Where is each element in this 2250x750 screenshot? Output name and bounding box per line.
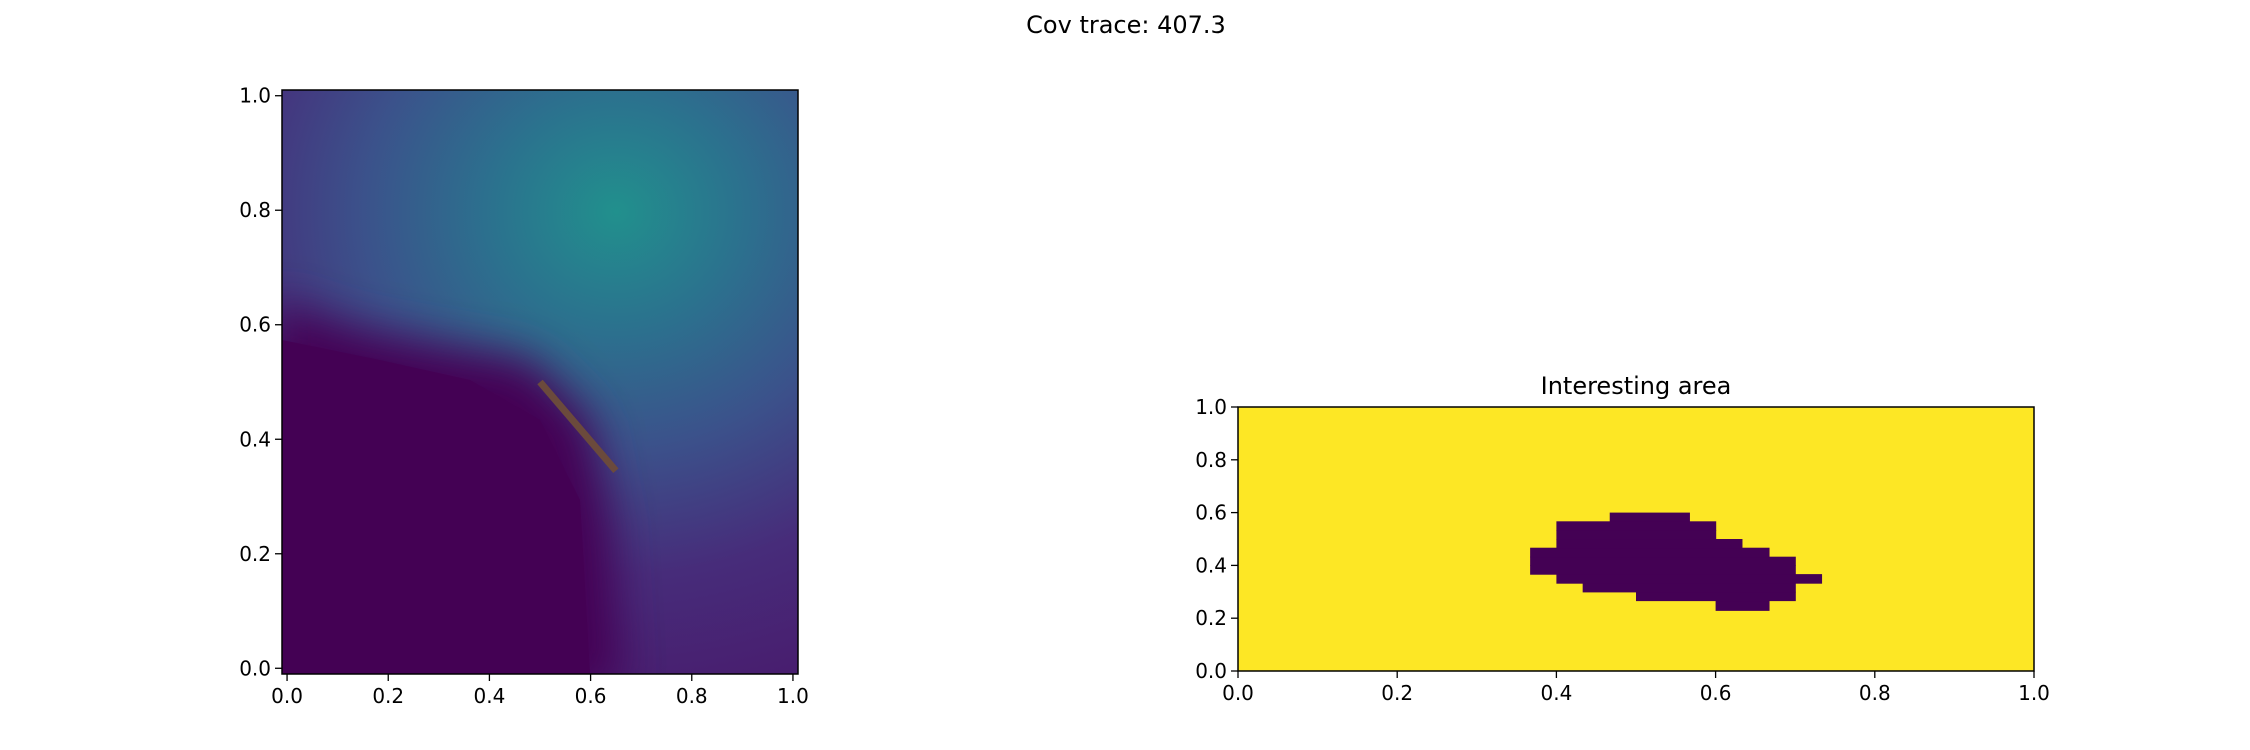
interesting-area-false-cell — [1530, 556, 1796, 566]
interesting-area-false-cell — [1530, 565, 1796, 575]
right-ytick-label: 0.2 — [1195, 606, 1227, 630]
interesting-area-false-cell — [1609, 512, 1690, 522]
interesting-area-false-cell — [1715, 600, 1770, 611]
left-ytick-label: 0.8 — [239, 198, 271, 222]
interesting-area-false-cell — [1530, 547, 1770, 558]
interesting-area-false-cell — [1556, 539, 1743, 549]
left-heatmap-low-core — [282, 340, 590, 674]
right-ytick-label: 0.6 — [1195, 501, 1227, 525]
right-xtick-label: 0.2 — [1381, 681, 1413, 705]
left-ytick-label: 0.6 — [239, 313, 271, 337]
right-xtick-label: 1.0 — [2018, 681, 2050, 705]
left-heatmap-overlay-path — [537, 379, 619, 474]
interesting-area-false-cell — [1556, 574, 1823, 584]
interesting-area-false-cell — [1556, 521, 1717, 531]
right-xtick-label: 0.4 — [1540, 681, 1572, 705]
left-ytick-label: 0.2 — [239, 542, 271, 566]
left-heatmap-panel: 0.0 0.2 0.4 0.6 0.8 1.0 0.0 0.2 0.4 0.6 0.8 1.0 — [239, 84, 809, 708]
right-ytick-label: 0.4 — [1195, 553, 1227, 577]
left-ytick-label: 0.4 — [239, 427, 271, 451]
left-ytick-label: 1.0 — [239, 84, 271, 108]
left-xtick-label: 0.6 — [575, 684, 607, 708]
interesting-area-false-cell — [1556, 530, 1717, 540]
left-heatmap-field — [282, 90, 798, 674]
right-xtick-label: 0.0 — [1222, 681, 1254, 705]
right-xtick-label: 0.8 — [1859, 681, 1891, 705]
right-heatmap-title: Interesting area — [1541, 372, 1732, 400]
right-heatmap-cells — [1530, 512, 1823, 611]
interesting-area-false-cell — [1582, 583, 1796, 593]
interesting-area-false-cell — [1636, 591, 1796, 602]
right-heatmap-panel: Interesting area 0.0 0.2 0.4 0.6 0.8 1.00.00.… — [1195, 372, 2050, 705]
left-xtick-label: 0.0 — [271, 684, 303, 708]
right-heatmap-ticks: 0.0 0.2 0.4 0.6 0.8 1.0 0.0 0.2 0.4 0.6 0.8 1.0 — [1195, 395, 2050, 705]
left-xtick-label: 1.0 — [777, 684, 809, 708]
right-xtick-label: 0.6 — [1700, 681, 1732, 705]
left-heatmap-ticks: 0.0 0.2 0.4 0.6 0.8 1.0 0.0 0.2 0.4 0.6 0.8 1.0 — [239, 84, 809, 708]
left-heatmap-frame — [281, 89, 799, 675]
figure-suptitle: Cov trace: 407.3 — [1026, 11, 1226, 39]
left-xtick-label: 0.2 — [372, 684, 404, 708]
right-ytick-label: 0.8 — [1195, 448, 1227, 472]
right-heatmap-frame — [1237, 406, 2035, 672]
left-xtick-label: 0.4 — [474, 684, 506, 708]
right-ytick-label: 0.0 — [1195, 659, 1227, 683]
left-xtick-label: 0.8 — [676, 684, 708, 708]
right-ytick-label: 1.0 — [1195, 395, 1227, 419]
left-ytick-label: 0.0 — [239, 656, 271, 680]
